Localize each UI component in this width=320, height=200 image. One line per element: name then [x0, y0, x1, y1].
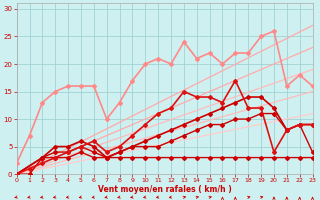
X-axis label: Vent moyen/en rafales ( km/h ): Vent moyen/en rafales ( km/h ): [98, 185, 231, 194]
